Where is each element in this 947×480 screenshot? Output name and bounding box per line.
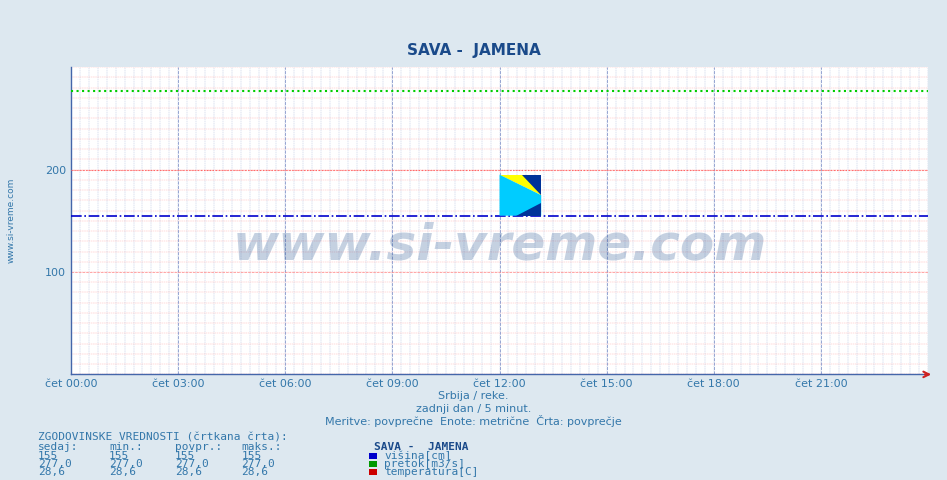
Text: sedaj:: sedaj:	[38, 443, 79, 452]
Polygon shape	[523, 175, 541, 195]
Text: 28,6: 28,6	[175, 468, 203, 477]
Polygon shape	[500, 175, 541, 216]
Text: 155: 155	[241, 451, 261, 461]
Text: 155: 155	[38, 451, 58, 461]
Text: 155: 155	[109, 451, 129, 461]
Text: 28,6: 28,6	[109, 468, 136, 477]
Text: 277,0: 277,0	[109, 459, 143, 469]
Text: 277,0: 277,0	[38, 459, 72, 469]
Text: pretok[m3/s]: pretok[m3/s]	[384, 459, 466, 469]
Text: SAVA -  JAMENA: SAVA - JAMENA	[406, 43, 541, 58]
Text: povpr.:: povpr.:	[175, 443, 223, 452]
Text: 277,0: 277,0	[175, 459, 209, 469]
Text: ZGODOVINSKE VREDNOSTI (črtkana črta):: ZGODOVINSKE VREDNOSTI (črtkana črta):	[38, 433, 288, 443]
Text: Srbija / reke.: Srbija / reke.	[438, 391, 509, 401]
Text: Meritve: povprečne  Enote: metrične  Črta: povprečje: Meritve: povprečne Enote: metrične Črta:…	[325, 415, 622, 427]
Text: www.si-vreme.com: www.si-vreme.com	[232, 221, 767, 269]
Text: temperatura[C]: temperatura[C]	[384, 468, 479, 477]
Text: 28,6: 28,6	[241, 468, 269, 477]
Text: zadnji dan / 5 minut.: zadnji dan / 5 minut.	[416, 404, 531, 414]
Polygon shape	[500, 175, 541, 195]
Text: 277,0: 277,0	[241, 459, 276, 469]
Text: maks.:: maks.:	[241, 443, 282, 452]
Text: min.:: min.:	[109, 443, 143, 452]
Text: višina[cm]: višina[cm]	[384, 451, 452, 461]
Text: 155: 155	[175, 451, 195, 461]
Text: SAVA -  JAMENA: SAVA - JAMENA	[374, 443, 469, 452]
Text: 28,6: 28,6	[38, 468, 65, 477]
Text: www.si-vreme.com: www.si-vreme.com	[7, 178, 16, 264]
Polygon shape	[516, 204, 541, 216]
